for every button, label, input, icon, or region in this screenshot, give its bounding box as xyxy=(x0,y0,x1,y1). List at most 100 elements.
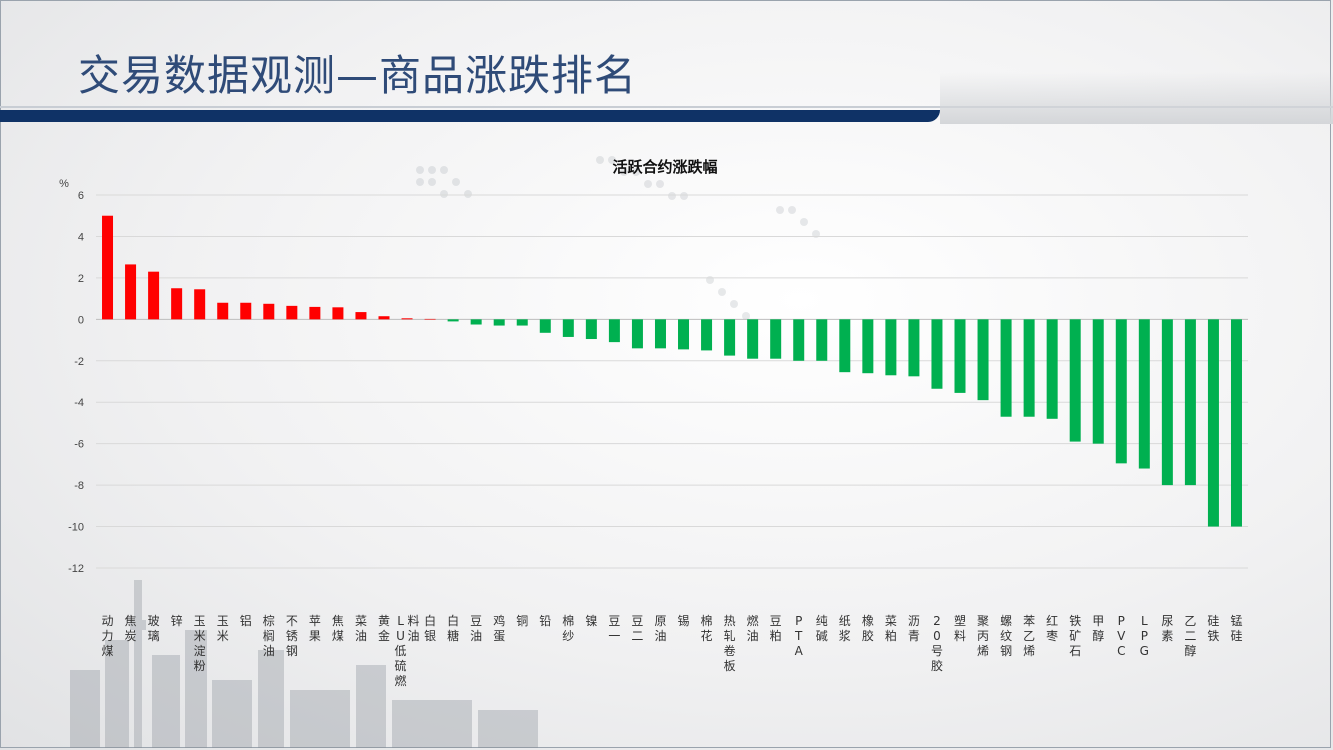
category-label: 铅 xyxy=(539,614,551,628)
bar xyxy=(516,319,528,326)
category-label: 豆二 xyxy=(631,614,643,643)
bar xyxy=(1046,319,1058,419)
bar xyxy=(562,319,574,337)
category-label: 焦炭 xyxy=(125,614,137,643)
category-label: 豆油 xyxy=(470,614,482,643)
bar xyxy=(885,319,897,376)
category-label: 铜 xyxy=(516,613,528,628)
world-map-dots-decoration xyxy=(416,156,820,320)
bar xyxy=(1023,319,1035,417)
bar xyxy=(678,319,690,350)
category-label: 乙二醇 xyxy=(1184,614,1196,658)
category-label: 硅铁 xyxy=(1207,614,1219,643)
bar xyxy=(862,319,874,374)
category-label: 原油 xyxy=(654,614,666,643)
category-label: 苯乙烯 xyxy=(1023,614,1035,658)
category-label: 玉米 xyxy=(217,614,229,643)
bar xyxy=(217,302,229,320)
bar xyxy=(839,319,851,373)
category-label: 菜油 xyxy=(355,614,367,643)
category-label: 不锈钢 xyxy=(286,614,298,658)
bar xyxy=(1000,319,1012,417)
category-label: 棉纱 xyxy=(562,614,574,643)
category-label: 铁矿石 xyxy=(1069,614,1081,658)
category-label: 鸡蛋 xyxy=(493,613,505,643)
category-label: 沥青 xyxy=(908,614,920,643)
y-tick-label: -10 xyxy=(68,522,84,534)
category-label: 聚丙烯 xyxy=(977,614,989,658)
bar xyxy=(793,319,805,361)
bar xyxy=(424,318,436,320)
y-tick-label: 6 xyxy=(78,190,84,202)
bar xyxy=(816,319,828,361)
category-label: 锌 xyxy=(171,614,183,628)
bar xyxy=(1184,319,1196,486)
bar xyxy=(309,306,321,320)
category-label: 镍 xyxy=(585,614,597,628)
bar xyxy=(977,319,989,401)
bar xyxy=(770,319,782,359)
category-label: 锡 xyxy=(678,613,690,628)
category-label: 焦煤 xyxy=(332,614,344,643)
bar xyxy=(125,264,137,320)
bar xyxy=(447,319,459,322)
y-axis-unit-label: % xyxy=(59,178,69,190)
category-label: 豆粕 xyxy=(770,614,782,643)
category-label: 尿素 xyxy=(1161,614,1173,643)
category-label: 纸浆 xyxy=(839,614,851,643)
bar xyxy=(102,215,114,320)
y-tick-label: -12 xyxy=(68,563,84,575)
bar xyxy=(1161,319,1173,486)
y-tick-label: 4 xyxy=(78,231,84,243)
bar xyxy=(1138,319,1150,469)
y-tick-label: 2 xyxy=(78,273,84,285)
bar xyxy=(240,302,252,320)
category-label: 铝 xyxy=(240,613,252,628)
bar xyxy=(171,288,183,320)
bar xyxy=(908,319,920,377)
category-label: 塑料 xyxy=(954,613,966,643)
slide-title: 交易数据观测—商品涨跌排名 xyxy=(78,51,638,100)
y-tick-label: 0 xyxy=(78,314,84,326)
bar xyxy=(332,307,344,320)
bar xyxy=(654,319,666,349)
category-label: 黄金 xyxy=(378,614,390,643)
y-tick-label: -6 xyxy=(74,439,84,451)
bar xyxy=(701,319,713,351)
category-label: 螺纹钢 xyxy=(1000,614,1012,658)
bar xyxy=(1207,319,1219,527)
bar xyxy=(1230,319,1242,527)
category-label: 玻璃 xyxy=(148,614,160,643)
category-label: 锰硅 xyxy=(1230,613,1242,643)
category-label: 白银 xyxy=(424,613,436,643)
bar xyxy=(148,271,160,320)
category-label: 甲醇 xyxy=(1092,614,1104,643)
bar xyxy=(263,303,275,320)
category-label: L U 低硫燃料油 xyxy=(395,614,420,688)
bar xyxy=(539,319,551,333)
header-wave-decoration xyxy=(940,72,1333,124)
bar xyxy=(631,319,643,349)
header-divider-line xyxy=(0,106,1333,108)
bar xyxy=(608,319,620,343)
bar xyxy=(493,319,505,326)
bar xyxy=(1115,319,1127,464)
bar xyxy=(747,319,759,359)
bar xyxy=(724,319,736,356)
chart-title: 活跃合约涨跌幅 xyxy=(612,158,717,176)
bar xyxy=(1092,319,1104,444)
bar xyxy=(401,318,413,320)
category-label: 菜粕 xyxy=(885,614,897,643)
category-label: 白糖 xyxy=(447,613,459,643)
category-label: 2 0 号胶 xyxy=(931,614,943,673)
bar xyxy=(286,305,298,320)
bar xyxy=(931,319,943,389)
category-label: 动力煤 xyxy=(102,614,114,658)
y-tick-label: -4 xyxy=(74,397,84,409)
bar xyxy=(470,319,482,325)
category-label: 燃油 xyxy=(747,613,759,643)
